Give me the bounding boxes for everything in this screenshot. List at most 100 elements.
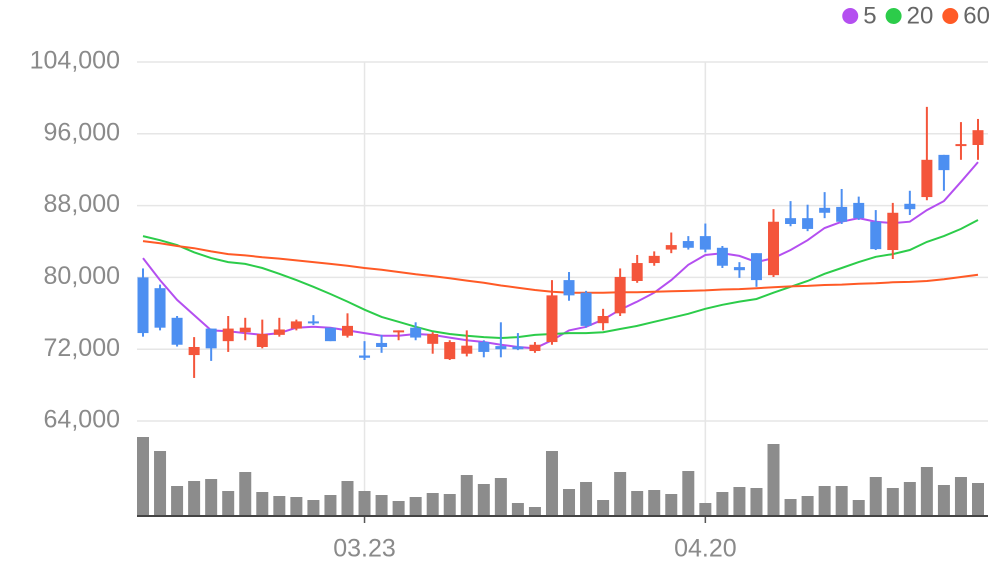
candle-body — [631, 263, 643, 281]
legend-label: 5 — [863, 2, 876, 29]
volume-bar — [682, 471, 695, 516]
candle-body — [239, 327, 251, 333]
candle-body — [955, 144, 967, 147]
volume-bar — [528, 507, 541, 516]
volume-bar — [477, 484, 490, 516]
volume-bar — [852, 500, 865, 516]
volume-bar — [699, 503, 712, 516]
candle-body — [819, 207, 831, 213]
volume-bar — [460, 475, 473, 516]
volume-bar — [733, 487, 746, 516]
volume-bar — [545, 451, 558, 516]
volume-bar — [954, 477, 967, 516]
volume-bar — [375, 495, 388, 516]
candle-body — [359, 355, 371, 358]
volume-bar — [324, 495, 337, 516]
volume-bar — [239, 472, 252, 516]
candle-body — [785, 218, 797, 224]
candle-body — [546, 295, 558, 343]
x-tick-label: 03.23 — [333, 535, 396, 563]
candle-body — [461, 345, 473, 354]
volume-bar — [171, 486, 184, 516]
y-tick-label: 64,000 — [44, 406, 120, 434]
volume-bar — [307, 500, 320, 516]
volume-bar — [972, 483, 984, 516]
volume-bar — [801, 496, 814, 516]
volume-bar — [648, 490, 661, 516]
candle-body — [938, 154, 950, 171]
volume-bar — [835, 486, 848, 516]
volume-bar — [784, 499, 797, 516]
volume-bar — [137, 437, 149, 516]
volume-bar — [920, 467, 933, 516]
volume-bar — [511, 503, 524, 516]
candle-body — [341, 325, 353, 336]
y-tick-label: 72,000 — [44, 334, 120, 362]
volume-bar — [716, 492, 729, 516]
volume-bar — [614, 472, 627, 516]
y-tick-label: 88,000 — [44, 190, 120, 218]
volume-bar — [188, 481, 201, 516]
candle-body — [478, 342, 490, 352]
candle-body — [665, 245, 677, 250]
y-tick-label: 80,000 — [44, 262, 120, 290]
candle-body — [171, 317, 183, 345]
volume-bar — [563, 489, 576, 516]
volume-bar — [392, 501, 405, 516]
volume-bar — [154, 451, 167, 516]
candle-body — [904, 203, 916, 210]
volume-bar — [426, 493, 439, 516]
candle-body — [921, 159, 933, 198]
candle-body — [512, 346, 524, 350]
volume-bar — [903, 482, 916, 516]
candle-body — [393, 330, 405, 333]
volume-bar — [273, 496, 286, 516]
candle-body — [290, 321, 302, 329]
volume-bar — [358, 491, 371, 516]
candle-body — [154, 288, 166, 328]
volume-bar — [205, 479, 218, 516]
volume-bar — [409, 497, 422, 516]
candle-body — [853, 202, 865, 219]
candle-body — [410, 327, 422, 338]
candle-body — [529, 344, 541, 352]
candle-body — [563, 280, 575, 296]
candle-body — [802, 218, 814, 229]
candle-body — [716, 247, 728, 266]
ma-line — [142, 161, 979, 350]
legend-marker — [885, 8, 902, 24]
candle-body — [768, 221, 780, 276]
volume-bar — [869, 477, 882, 516]
volume-bar — [818, 486, 831, 516]
candle-body — [580, 292, 592, 326]
candle-body — [699, 236, 711, 250]
volume-bar — [443, 494, 456, 516]
candle-body — [887, 212, 899, 251]
candle-body — [137, 277, 149, 334]
legend-label: 60 — [963, 2, 990, 29]
volume-bar — [580, 482, 593, 516]
legend-label: 20 — [907, 2, 934, 29]
volume-bar — [767, 444, 780, 516]
ma-line — [142, 240, 979, 294]
y-tick-label: 104,000 — [30, 47, 120, 75]
candle-body — [188, 346, 200, 356]
candle-body — [648, 255, 660, 264]
volume-bar — [665, 494, 678, 516]
candle-body — [222, 328, 234, 342]
volume-bar — [597, 500, 610, 516]
candle-body — [972, 130, 984, 145]
volume-bar — [750, 488, 763, 516]
candle-body — [307, 321, 319, 324]
candle-body — [870, 221, 882, 250]
candle-body — [427, 333, 439, 344]
legend-marker — [842, 8, 859, 24]
volume-bar — [631, 491, 644, 516]
candle-body — [205, 328, 217, 349]
candle-body — [682, 241, 694, 248]
volume-bar — [937, 485, 950, 516]
candle-body — [376, 342, 388, 347]
legend-marker — [942, 8, 959, 24]
candle-body — [836, 206, 848, 222]
